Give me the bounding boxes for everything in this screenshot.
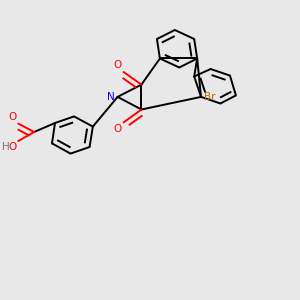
Text: O: O [114, 61, 122, 70]
Text: H: H [2, 142, 9, 152]
Text: Br: Br [204, 92, 215, 102]
Text: O: O [9, 142, 17, 152]
Text: O: O [9, 112, 17, 122]
Text: N: N [107, 92, 115, 102]
Text: O: O [114, 124, 122, 134]
